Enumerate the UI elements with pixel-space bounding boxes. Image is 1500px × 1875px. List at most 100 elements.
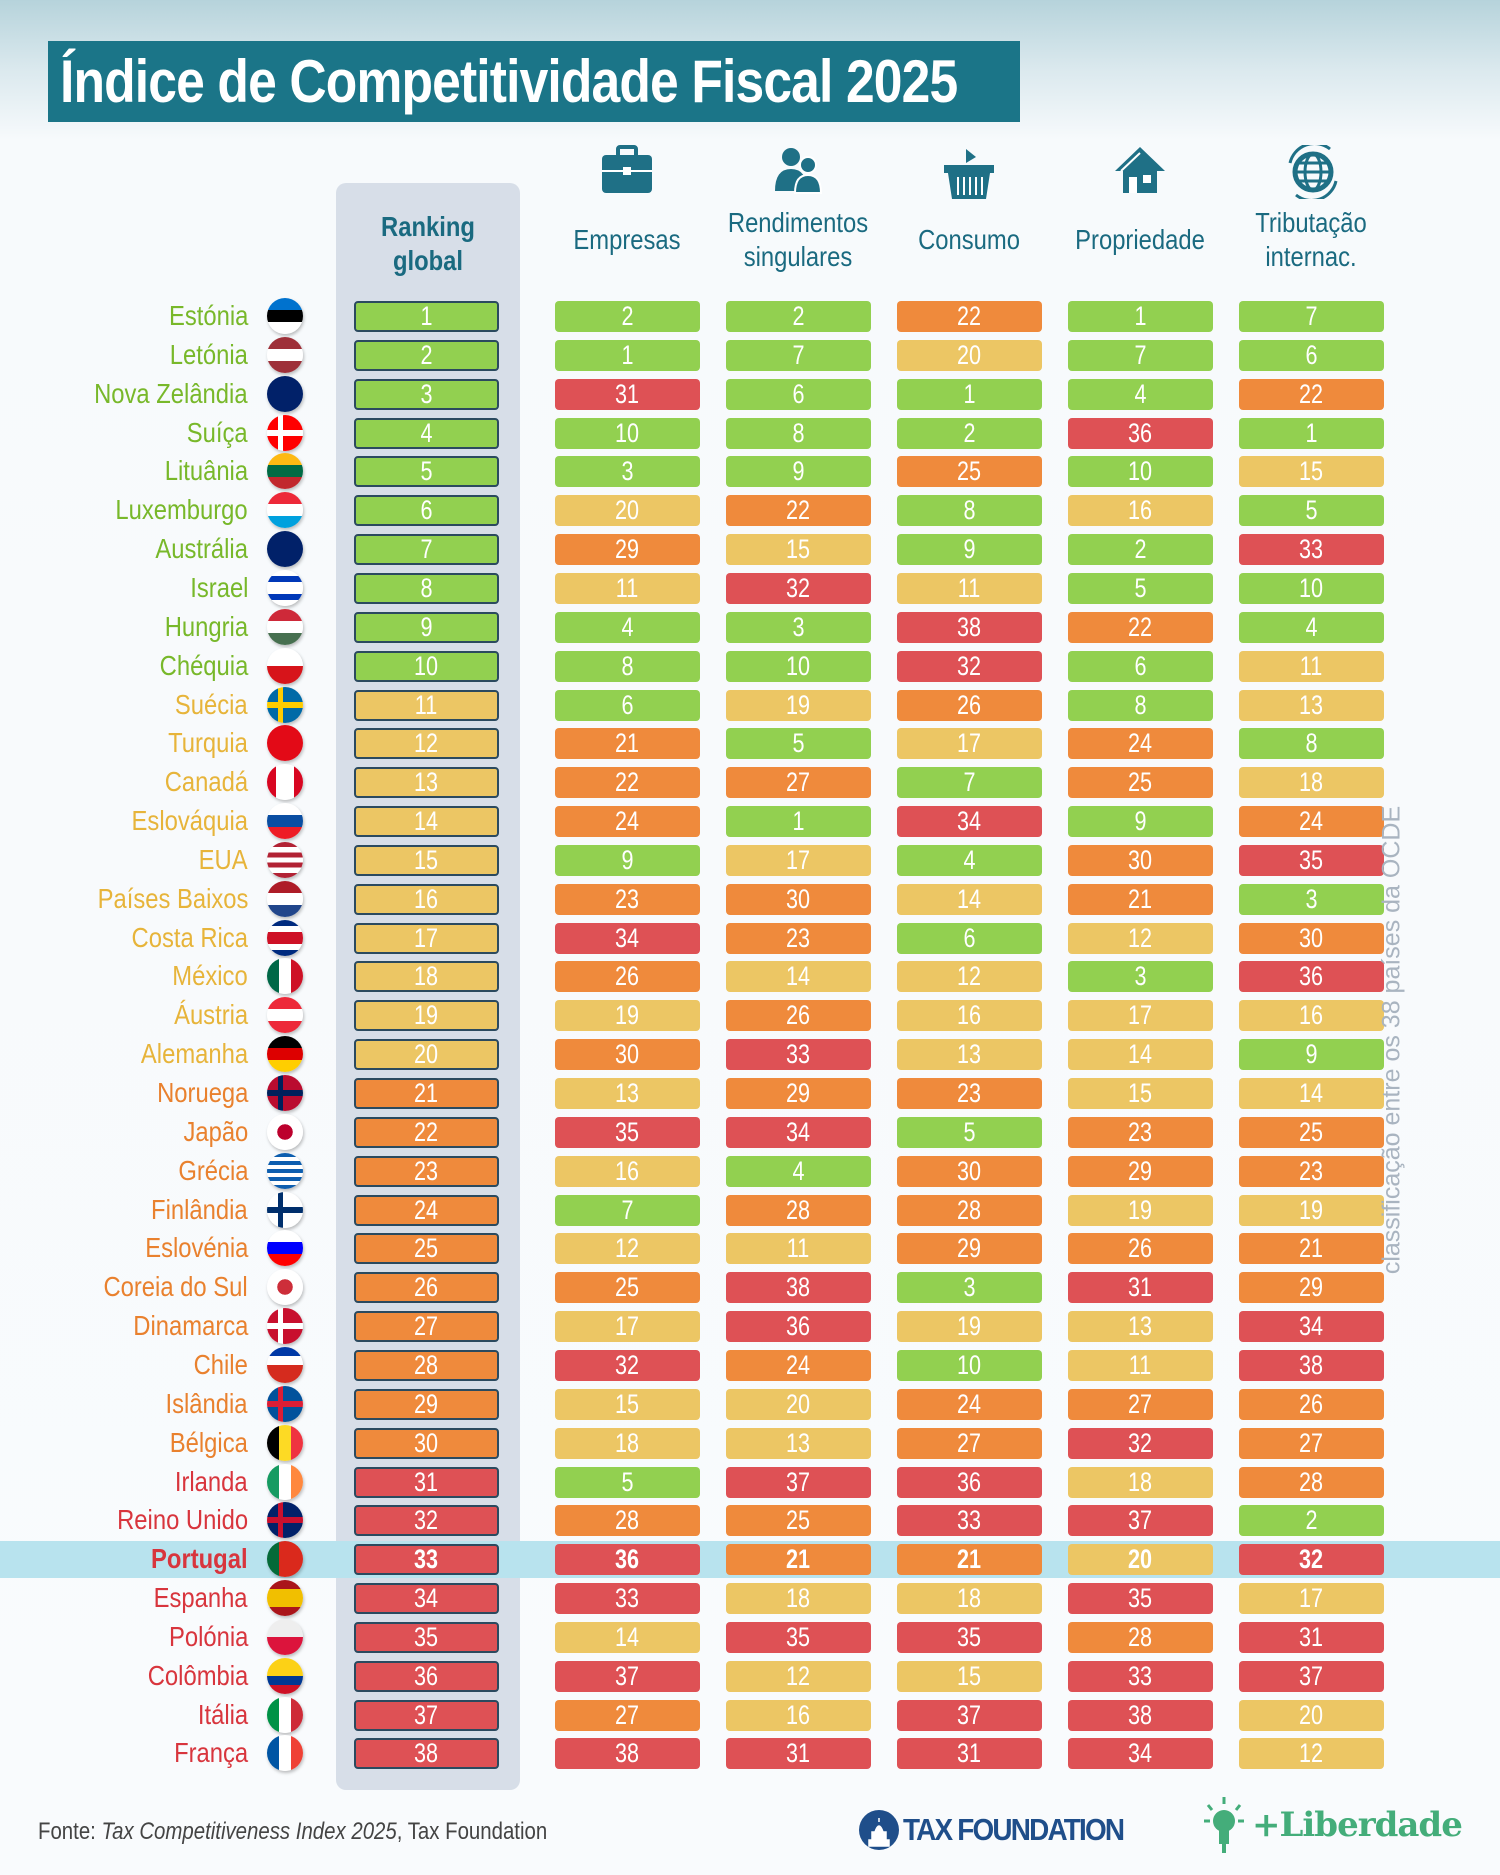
score-cell: 7 xyxy=(1239,301,1384,332)
column-label: Propriedade xyxy=(1075,224,1205,255)
score-cell: 24 xyxy=(1068,728,1213,760)
country-name: França xyxy=(173,1737,248,1769)
flag-icon xyxy=(267,1036,303,1073)
score-cell: 31 xyxy=(1068,1272,1213,1304)
score-cell: 19 xyxy=(1068,1194,1213,1226)
country-name: Polónia xyxy=(168,1620,248,1652)
country-name: Islândia xyxy=(165,1387,248,1419)
score-cell: 14 xyxy=(555,1621,700,1653)
score-cell: 4 xyxy=(897,844,1042,876)
score-cell: 10 xyxy=(1239,572,1384,604)
score-cell: 2 xyxy=(555,301,700,332)
country-name: Bélgica xyxy=(169,1426,248,1458)
rank-cell: 24 xyxy=(354,1194,499,1226)
score-cell: 36 xyxy=(1239,961,1384,993)
score-cell: 34 xyxy=(555,922,700,954)
flag-icon xyxy=(267,1424,303,1461)
score-cell: 11 xyxy=(726,1233,871,1265)
score-cell: 35 xyxy=(555,1116,700,1148)
score-cell: 31 xyxy=(555,378,700,410)
score-cell: 1 xyxy=(1239,417,1384,449)
score-cell: 25 xyxy=(726,1505,871,1537)
rank-cell: 15 xyxy=(354,844,499,876)
score-cell: 26 xyxy=(726,1000,871,1032)
score-cell: 16 xyxy=(726,1699,871,1731)
rank-cell: 12 xyxy=(354,728,499,760)
score-cell: 19 xyxy=(555,1000,700,1032)
score-cell: 20 xyxy=(1239,1699,1384,1731)
score-cell: 4 xyxy=(1239,611,1384,643)
rank-cell: 19 xyxy=(354,1000,499,1032)
country-name: Reino Unido xyxy=(117,1504,248,1536)
score-cell: 38 xyxy=(555,1738,700,1770)
country-name: Suécia xyxy=(175,688,248,720)
score-cell: 6 xyxy=(897,922,1042,954)
rank-cell: 14 xyxy=(354,806,499,838)
score-cell: 14 xyxy=(1239,1078,1384,1109)
score-cell: 21 xyxy=(726,1544,871,1576)
flag-icon xyxy=(267,725,303,762)
score-cell: 36 xyxy=(1068,417,1213,449)
column-label: Consumo xyxy=(918,224,1020,255)
score-cell: 25 xyxy=(897,456,1042,488)
score-cell: 14 xyxy=(1068,1039,1213,1071)
rank-cell: 5 xyxy=(354,456,499,488)
score-cell: 4 xyxy=(555,611,700,643)
score-cell: 19 xyxy=(897,1311,1042,1343)
score-cell: 7 xyxy=(726,339,871,371)
flag-icon xyxy=(267,686,303,723)
score-cell: 21 xyxy=(1068,883,1213,915)
score-cell: 5 xyxy=(897,1116,1042,1148)
score-cell: 33 xyxy=(897,1505,1042,1537)
country-name: Áustria xyxy=(173,999,248,1031)
score-cell: 1 xyxy=(555,339,700,371)
score-cell: 20 xyxy=(1068,1544,1213,1576)
score-cell: 25 xyxy=(555,1272,700,1304)
score-cell: 24 xyxy=(1239,806,1384,838)
score-cell: 37 xyxy=(1068,1505,1213,1537)
score-cell: 34 xyxy=(897,806,1042,838)
score-cell: 26 xyxy=(897,689,1042,721)
score-cell: 25 xyxy=(1068,767,1213,799)
score-cell: 13 xyxy=(897,1039,1042,1071)
flag-icon xyxy=(267,1269,303,1306)
score-cell: 28 xyxy=(726,1194,871,1226)
score-cell: 15 xyxy=(726,534,871,566)
score-cell: 12 xyxy=(1239,1738,1384,1770)
score-cell: 5 xyxy=(555,1466,700,1498)
column-label: Empresas xyxy=(573,224,681,255)
score-cell: 33 xyxy=(555,1583,700,1615)
score-cell: 6 xyxy=(555,689,700,721)
score-cell: 36 xyxy=(897,1466,1042,1498)
score-cell: 35 xyxy=(1239,844,1384,876)
score-cell: 27 xyxy=(1068,1388,1213,1420)
score-cell: 22 xyxy=(726,495,871,527)
score-cell: 23 xyxy=(897,1078,1042,1109)
rank-cell: 28 xyxy=(354,1349,499,1381)
score-cell: 31 xyxy=(897,1738,1042,1770)
score-cell: 9 xyxy=(1239,1039,1384,1071)
score-cell: 34 xyxy=(726,1116,871,1148)
flag-icon xyxy=(267,1113,303,1150)
score-cell: 33 xyxy=(1068,1660,1213,1692)
country-name: Países Baixos xyxy=(97,882,248,914)
country-name: Portugal xyxy=(151,1543,248,1575)
flag-icon xyxy=(267,880,303,917)
rank-cell: 38 xyxy=(354,1738,499,1770)
flag-icon xyxy=(267,1618,303,1655)
score-cell: 13 xyxy=(555,1078,700,1109)
score-cell: 22 xyxy=(897,301,1042,332)
score-cell: 36 xyxy=(555,1544,700,1576)
rank-cell: 9 xyxy=(354,611,499,643)
country-name: Letónia xyxy=(169,338,248,370)
flag-icon xyxy=(267,764,303,801)
rank-cell: 35 xyxy=(354,1621,499,1653)
page-title: Índice de Competitividade Fiscal 2025 xyxy=(48,41,1020,122)
rank-cell: 8 xyxy=(354,572,499,604)
flag-icon xyxy=(267,531,303,568)
score-cell: 2 xyxy=(1239,1505,1384,1537)
country-name: Turquia xyxy=(168,727,248,759)
score-cell: 12 xyxy=(1068,922,1213,954)
score-cell: 21 xyxy=(1239,1233,1384,1265)
score-cell: 33 xyxy=(1239,534,1384,566)
